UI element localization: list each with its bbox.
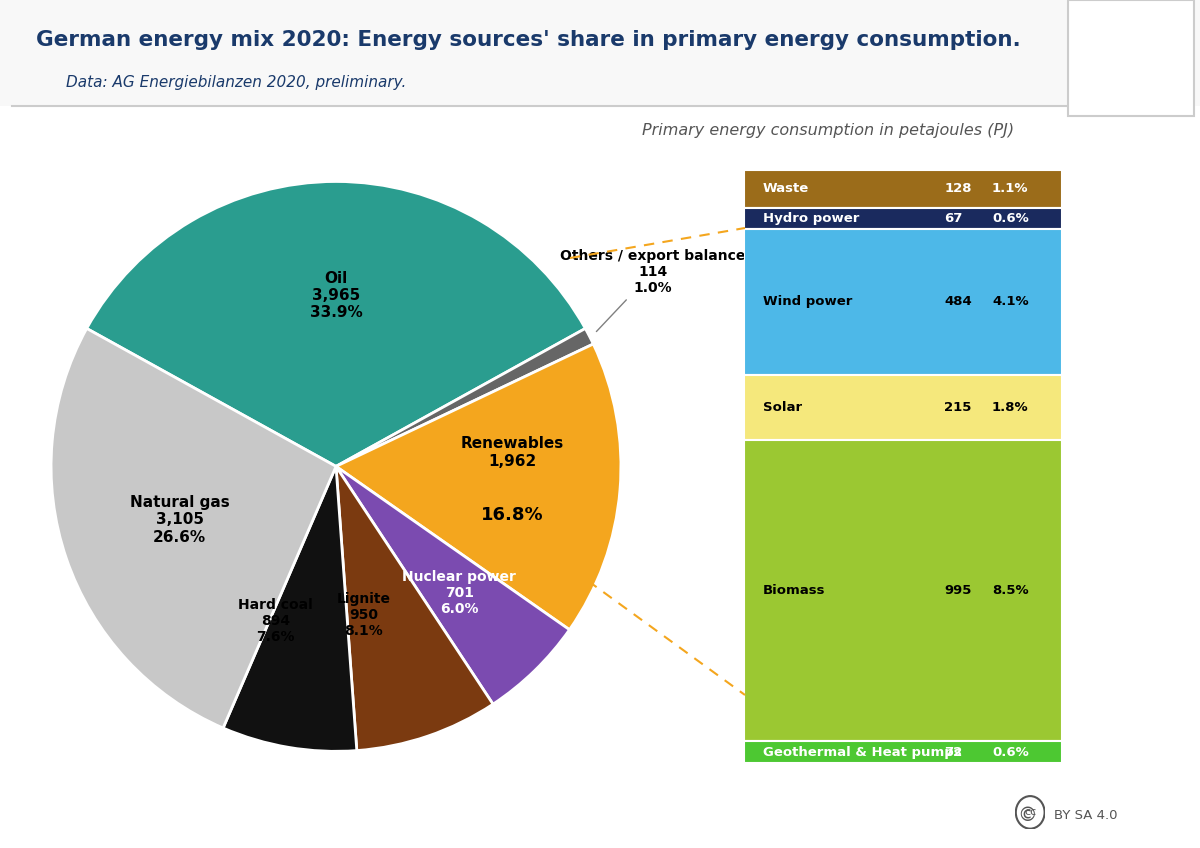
Bar xyxy=(744,209,1062,229)
Text: 4.1%: 4.1% xyxy=(992,295,1028,309)
Text: 0.6%: 0.6% xyxy=(992,212,1028,225)
Text: 0.6%: 0.6% xyxy=(992,745,1028,759)
Bar xyxy=(744,170,1062,209)
Text: 215: 215 xyxy=(944,401,972,414)
Text: Lignite
950
8.1%: Lignite 950 8.1% xyxy=(337,592,391,638)
Text: 128: 128 xyxy=(944,182,972,196)
Text: cc: cc xyxy=(1024,807,1037,817)
Text: BY SA 4.0: BY SA 4.0 xyxy=(1054,809,1117,823)
Text: Biomass: Biomass xyxy=(763,584,826,597)
Text: ENERGY: ENERGY xyxy=(1103,52,1158,65)
Text: 72: 72 xyxy=(944,745,962,759)
Text: Wind power: Wind power xyxy=(763,295,852,309)
Text: Primary energy consumption in petajoules (PJ): Primary energy consumption in petajoules… xyxy=(642,123,1014,138)
Wedge shape xyxy=(336,466,570,704)
Wedge shape xyxy=(336,344,620,630)
Text: ©: © xyxy=(1018,806,1037,825)
Bar xyxy=(744,741,1062,763)
Bar xyxy=(1078,76,1183,109)
Bar xyxy=(1078,42,1183,75)
Wedge shape xyxy=(336,328,593,466)
Text: CLEAN: CLEAN xyxy=(1108,18,1153,31)
Bar xyxy=(744,440,1062,741)
Text: Data: AG Energiebilanzen 2020, preliminary.: Data: AG Energiebilanzen 2020, prelimina… xyxy=(66,75,407,90)
Text: 484: 484 xyxy=(944,295,972,309)
Text: 67: 67 xyxy=(944,212,962,225)
Text: 995: 995 xyxy=(944,584,972,597)
Text: Others / export balance
114
1.0%: Others / export balance 114 1.0% xyxy=(560,248,745,332)
Text: Solar: Solar xyxy=(763,401,803,414)
Text: Nuclear power
701
6.0%: Nuclear power 701 6.0% xyxy=(402,570,516,616)
Wedge shape xyxy=(52,328,336,728)
Text: German energy mix 2020: Energy sources' share in primary energy consumption.: German energy mix 2020: Energy sources' … xyxy=(36,30,1021,50)
Wedge shape xyxy=(336,466,493,750)
Text: Natural gas
3,105
26.6%: Natural gas 3,105 26.6% xyxy=(130,495,229,544)
Wedge shape xyxy=(86,181,586,466)
Text: Waste: Waste xyxy=(763,182,809,196)
Text: Hydro power: Hydro power xyxy=(763,212,859,225)
Bar xyxy=(744,375,1062,440)
Wedge shape xyxy=(223,466,356,751)
Text: 1.8%: 1.8% xyxy=(992,401,1028,414)
Text: WIRE: WIRE xyxy=(1112,86,1148,99)
Bar xyxy=(744,229,1062,375)
Text: 16.8%: 16.8% xyxy=(481,506,544,524)
Text: 1.1%: 1.1% xyxy=(992,182,1028,196)
Text: Geothermal & Heat pumps: Geothermal & Heat pumps xyxy=(763,745,961,759)
Text: Renewables
1,962: Renewables 1,962 xyxy=(461,437,564,469)
Text: Hard coal
894
7.6%: Hard coal 894 7.6% xyxy=(239,598,313,644)
Text: 8.5%: 8.5% xyxy=(992,584,1028,597)
Text: Oil
3,965
33.9%: Oil 3,965 33.9% xyxy=(310,271,362,321)
Bar xyxy=(1078,8,1183,41)
